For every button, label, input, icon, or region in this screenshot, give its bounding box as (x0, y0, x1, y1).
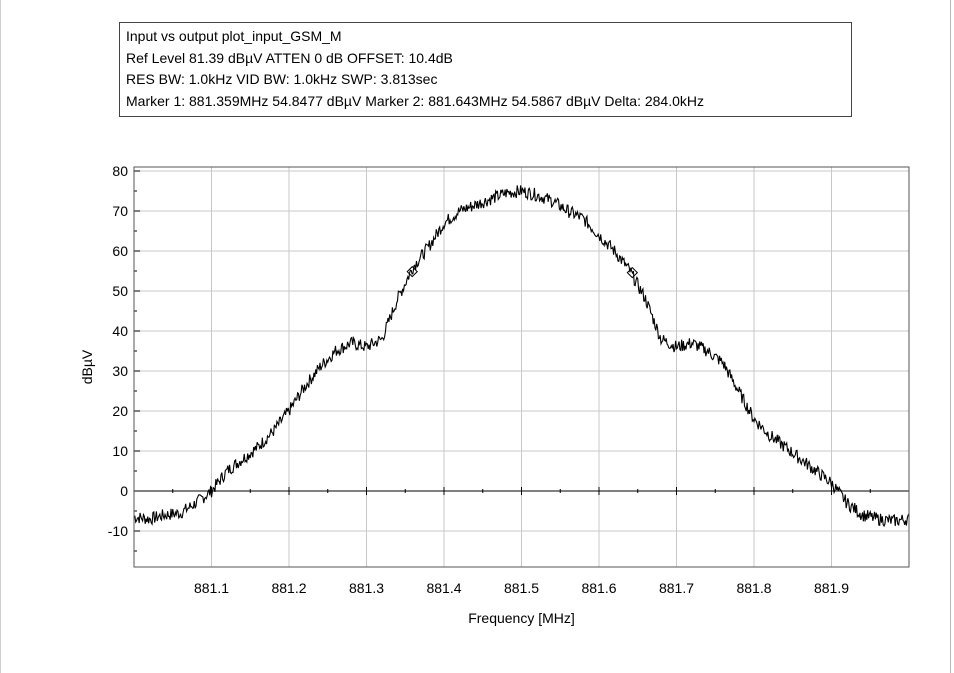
bandwidth-line: RES BW: 1.0kHz VID BW: 1.0kHz SWP: 3.813… (126, 71, 438, 87)
x-tick-label: 881.7 (659, 580, 694, 596)
x-tick-label: 881.2 (271, 580, 306, 596)
y-tick-label: 70 (112, 203, 128, 219)
plot-area-border (133, 166, 910, 568)
spectrum-trace (133, 185, 910, 528)
markers (406, 265, 639, 279)
x-tick-label: 881.4 (426, 580, 461, 596)
marker-2 (626, 266, 639, 279)
marker-1 (406, 265, 418, 278)
y-tick-label: 0 (120, 483, 128, 499)
y-tick-label: -10 (108, 523, 128, 539)
marker-readout-line: Marker 1: 881.359MHz 54.8477 dBµV Marker… (126, 92, 704, 109)
y-tick-label: 50 (112, 283, 128, 299)
x-tick-label: 881.1 (194, 580, 229, 596)
tick-labels: 881.1 881.2 881.3 881.4 881.5 881.6 881.7 881.8… (108, 163, 849, 596)
x-tick-label: 881.3 (349, 580, 384, 596)
axis-ticks (134, 170, 871, 552)
y-tick-label: 20 (112, 403, 128, 419)
y-tick-label: 10 (112, 443, 128, 459)
y-tick-label: 80 (112, 163, 128, 179)
x-tick-label: 881.6 (581, 580, 616, 596)
plot-title-line: Input vs output plot_input_GSM_M (126, 28, 342, 44)
ref-level-line: Ref Level 81.39 dBµV ATTEN 0 dB OFFSET: … (126, 49, 453, 66)
measurement-info-box: Input vs output plot_input_GSM_M Ref Lev… (119, 22, 852, 117)
window-left-edge (0, 0, 1, 673)
grid (134, 167, 909, 567)
x-axis-label: Frequency [MHz] (468, 610, 575, 626)
y-tick-label: 40 (112, 323, 128, 339)
x-tick-label: 881.5 (504, 580, 539, 596)
y-tick-label: 60 (112, 243, 128, 259)
y-axis-label: dBµV (79, 349, 95, 384)
x-tick-label: 881.8 (736, 580, 771, 596)
window-right-edge (950, 0, 951, 673)
y-tick-label: 30 (112, 363, 128, 379)
x-tick-label: 881.9 (814, 580, 849, 596)
